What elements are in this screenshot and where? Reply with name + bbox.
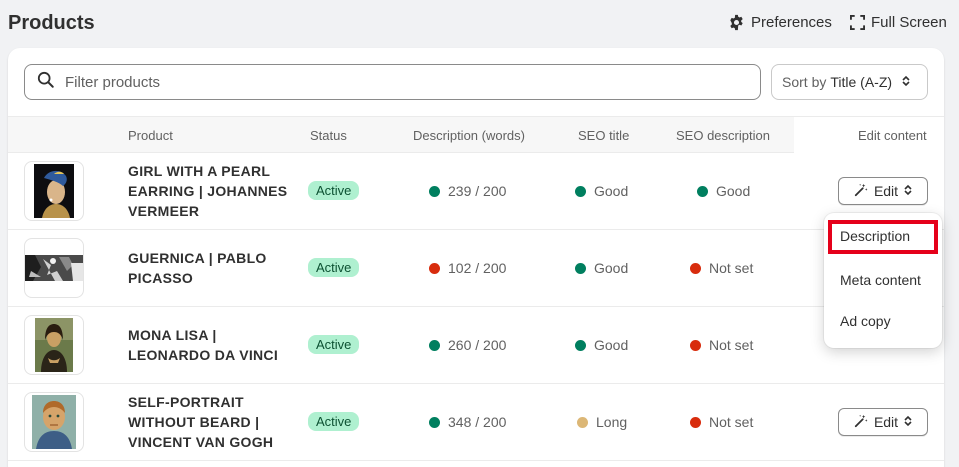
product-name[interactable]: SELF-PORTRAIT WITHOUT BEARD | VINCENT VA…: [128, 394, 274, 450]
seo-description-value: Not set: [709, 260, 754, 276]
menu-item-ad-copy[interactable]: Ad copy: [840, 313, 891, 329]
description-metric: 348 / 200: [429, 414, 506, 430]
sort-caret-icon: [902, 74, 910, 90]
product-name[interactable]: GIRL WITH A PEARL EARRING | JOHANNES VER…: [128, 163, 288, 219]
column-header-seo-description: SEO description: [676, 128, 770, 143]
status-badge: Active: [308, 412, 360, 431]
status-badge: Active: [308, 335, 360, 354]
fullscreen-button[interactable]: Full Screen: [850, 14, 947, 31]
table-row[interactable]: GIRL WITH A PEARL EARRING | JOHANNES VER…: [8, 153, 944, 230]
description-value: 260 / 200: [448, 337, 507, 353]
description-value: 102 / 200: [448, 260, 507, 276]
sort-caret-icon: [904, 183, 912, 199]
seo-description-metric: Good: [697, 183, 750, 199]
magic-wand-icon: [854, 414, 868, 431]
status-dot: [575, 262, 586, 274]
seo-description-value: Not set: [709, 337, 754, 353]
description-metric: 260 / 200: [429, 337, 506, 353]
status-dot: [690, 339, 701, 351]
products-card: Sort by Title (A-Z) Product Status Descr…: [8, 48, 944, 467]
seo-description-metric: Not set: [690, 414, 753, 430]
status-dot: [690, 416, 701, 428]
sort-value: Title (A-Z): [830, 74, 893, 90]
description-metric: 239 / 200: [429, 183, 506, 199]
fullscreen-label: Full Screen: [871, 14, 947, 31]
top-bar: Products Preferences Full Screen: [0, 0, 959, 48]
table-row[interactable]: MONA LISA | LEONARDO DA VINCI Active 260…: [8, 307, 944, 384]
column-header-product: Product: [128, 128, 173, 143]
status-badge: Active: [308, 181, 360, 200]
sort-caret-icon: [904, 414, 912, 430]
status-dot: [429, 339, 440, 351]
edit-button[interactable]: Edit: [838, 408, 928, 436]
status-dot: [575, 185, 586, 197]
preferences-button[interactable]: Preferences: [728, 14, 832, 31]
status-dot: [429, 185, 440, 197]
seo-title-value: Good: [594, 337, 629, 353]
edit-label: Edit: [873, 414, 899, 430]
page-title: Products: [8, 12, 95, 34]
magic-wand-icon: [854, 183, 868, 200]
seo-title-metric: Good: [575, 260, 628, 276]
edit-label: Edit: [873, 183, 899, 199]
seo-title-value: Long: [596, 414, 628, 430]
product-name[interactable]: MONA LISA | LEONARDO DA VINCI: [128, 327, 279, 363]
fullscreen-icon: [850, 15, 865, 30]
status-dot: [429, 262, 440, 274]
status-dot: [429, 416, 440, 428]
product-name[interactable]: GUERNICA | PABLO PICASSO: [128, 250, 267, 286]
status-dot: [697, 185, 708, 197]
search-input[interactable]: [65, 73, 705, 91]
edit-content-menu: Description Meta content Ad copy: [824, 213, 942, 348]
seo-description-value: Good: [716, 183, 751, 199]
column-header-seo-title: SEO title: [578, 128, 630, 143]
edit-button[interactable]: Edit: [838, 177, 928, 205]
seo-title-metric: Good: [575, 183, 628, 199]
seo-title-metric: Long: [577, 414, 627, 430]
seo-description-metric: Not set: [690, 337, 753, 353]
seo-title-value: Good: [594, 260, 629, 276]
preferences-label: Preferences: [751, 14, 832, 31]
sort-prefix: Sort by: [782, 74, 827, 90]
seo-title-value: Good: [594, 183, 629, 199]
search-icon: [37, 71, 55, 94]
seo-description-metric: Not set: [690, 260, 753, 276]
search-field[interactable]: [24, 64, 761, 100]
description-value: 348 / 200: [448, 414, 507, 430]
table-row[interactable]: GUERNICA | PABLO PICASSO Active 102 / 20…: [8, 230, 944, 307]
table-header: Product Status Description (words) SEO t…: [8, 116, 944, 153]
table-row[interactable]: SELF-PORTRAIT WITHOUT BEARD | VINCENT VA…: [8, 384, 944, 461]
product-thumbnail: [24, 238, 84, 298]
column-header-edit-content: Edit content: [858, 128, 927, 143]
status-dot: [577, 416, 588, 428]
seo-description-value: Not set: [709, 414, 754, 430]
status-dot: [575, 339, 586, 351]
sort-select[interactable]: Sort by Title (A-Z): [771, 64, 928, 100]
status-badge: Active: [308, 258, 360, 277]
product-thumbnail: [24, 392, 84, 452]
status-dot: [690, 262, 701, 274]
column-header-status: Status: [310, 128, 347, 143]
seo-title-metric: Good: [575, 337, 628, 353]
menu-item-meta-content[interactable]: Meta content: [840, 272, 921, 288]
column-header-description: Description (words): [413, 128, 525, 143]
product-thumbnail: [24, 161, 84, 221]
menu-item-description[interactable]: Description: [828, 220, 938, 254]
description-metric: 102 / 200: [429, 260, 506, 276]
edit-column-header-bg: [794, 117, 944, 153]
gear-icon: [728, 14, 745, 31]
description-value: 239 / 200: [448, 183, 507, 199]
product-thumbnail: [24, 315, 84, 375]
